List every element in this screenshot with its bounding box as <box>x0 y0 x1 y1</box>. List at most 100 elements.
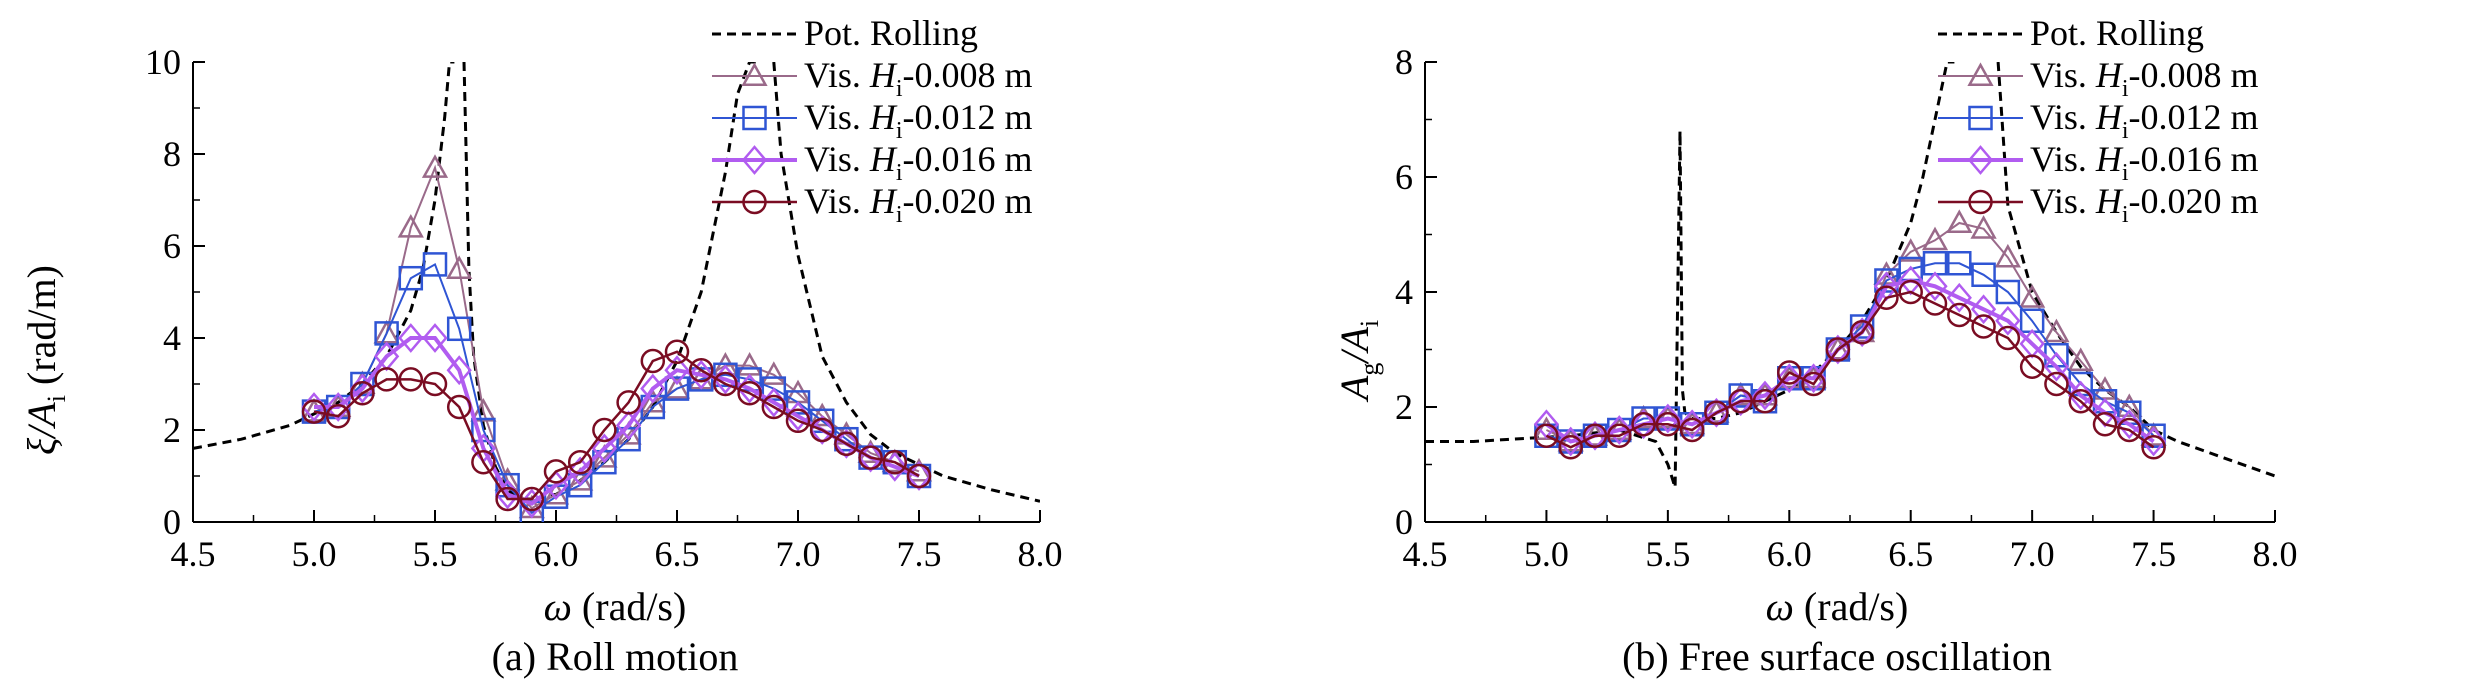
data-point-triangle <box>421 154 449 178</box>
y-axis-title: Ag/Ai <box>1332 320 1384 403</box>
data-point-diamond <box>446 355 472 386</box>
y-tick-label: 4 <box>1395 272 1413 312</box>
data-point-diamond <box>1922 271 1948 302</box>
data-point-square <box>398 265 424 291</box>
data-point-triangle <box>494 467 521 491</box>
data-point-diamond <box>2140 426 2167 457</box>
y-tick-label: 2 <box>163 410 181 450</box>
data-point-diamond <box>1728 386 1754 417</box>
data-point-circle <box>1995 325 2021 351</box>
y-tick-label: 0 <box>1395 502 1413 542</box>
data-point-circle <box>2092 412 2118 437</box>
data-point-circle <box>1898 279 1923 305</box>
y-tick-label: 6 <box>1395 157 1413 197</box>
y-tick-label: 10 <box>145 42 181 82</box>
data-point-circle <box>785 408 811 434</box>
data-point-circle <box>325 403 351 429</box>
data-point-circle <box>688 357 714 383</box>
data-point-circle <box>2141 435 2166 460</box>
data-point-triangle <box>760 361 787 385</box>
data-point-circle <box>713 371 738 397</box>
data-point-diamond <box>1533 409 1560 440</box>
legend-swatch-marker <box>1967 145 1994 175</box>
data-layer <box>1425 62 2275 488</box>
data-point-square <box>1874 268 1899 293</box>
data-point-diamond <box>1995 305 2021 336</box>
panel-roll-motion: 4.5 5.0 5.5 6.0 6.5 7.0 7.5 8.0 0 2 4 6 8 10 ξ/Ai (ra… <box>19 13 1063 679</box>
data-point-circle <box>1971 314 1996 339</box>
legend-label: Vis. Hi-0.008 m <box>2030 55 2259 102</box>
data-point-circle <box>592 417 617 443</box>
x-tick-label: 6.0 <box>534 534 579 574</box>
data-point-diamond <box>1655 403 1681 434</box>
data-point-circle <box>906 463 932 489</box>
data-point-circle <box>1801 371 1826 397</box>
data-point-diamond <box>664 355 690 386</box>
data-point-triangle <box>809 402 836 427</box>
plot-area: 4.5 5.0 5.5 6.0 6.5 7.0 7.5 8.0 0 2 4 6 8 <box>1395 42 2298 574</box>
legend-swatch-marker <box>1967 62 1994 87</box>
data-point-triangle <box>1970 215 1997 239</box>
data-point-circle <box>1534 423 1559 448</box>
data-point-circle <box>2068 389 2093 414</box>
x-tick-label: 6.5 <box>1888 534 1933 574</box>
data-point-circle <box>398 367 424 392</box>
data-point-circle <box>1874 285 1899 310</box>
data-point-square <box>713 362 738 388</box>
panel-free-surface: 4.5 5.0 5.5 6.0 6.5 7.0 7.5 8.0 0 2 4 6 8 Ag/Ai ω (r… <box>1332 13 2298 679</box>
x-tick-label: 5.0 <box>292 534 337 574</box>
data-point-circle <box>2117 417 2142 443</box>
plot-area: 4.5 5.0 5.5 6.0 6.5 7.0 7.5 8.0 0 2 4 6 8 10 <box>145 42 1063 574</box>
data-point-circle <box>1607 423 1632 448</box>
legend-label: Vis. Hi-0.020 m <box>804 181 1033 228</box>
data-point-circle <box>640 348 666 374</box>
data-point-square <box>688 367 714 392</box>
data-point-circle <box>1704 400 1729 425</box>
caption-a: (a) Roll motion <box>492 634 739 679</box>
data-point-triangle <box>397 214 424 238</box>
data-point-circle <box>882 449 908 475</box>
legend-label: Pot. Rolling <box>804 13 978 53</box>
legend-swatch-marker <box>741 62 768 87</box>
caption-b: (b) Free surface oscillation <box>1622 634 2052 679</box>
data-point-diamond <box>1606 415 1632 445</box>
y-tick-label: 4 <box>163 318 181 358</box>
data-point-circle <box>737 380 762 406</box>
data-point-diamond <box>1776 363 1802 394</box>
x-tick-label: 7.5 <box>2131 534 2176 574</box>
data-point-circle <box>495 486 520 512</box>
data-point-triangle <box>1946 209 1973 234</box>
data-point-triangle <box>2067 347 2094 372</box>
data-point-circle <box>1752 389 1778 414</box>
data-point-circle <box>616 390 641 415</box>
data-point-diamond <box>688 359 714 390</box>
data-point-circle <box>2044 371 2069 397</box>
data-layer <box>193 62 1040 522</box>
x-axis-title: ω (rad/s) <box>1766 584 1909 629</box>
data-point-diamond <box>567 456 593 487</box>
data-point-triangle <box>1824 335 1851 360</box>
data-point-circle <box>2019 354 2045 379</box>
legend-label: Vis. Hi-0.016 m <box>2030 139 2259 186</box>
data-point-circle <box>1849 320 1875 345</box>
data-point-square <box>785 390 811 415</box>
data-point-circle <box>664 339 690 365</box>
legend-label: Vis. Hi-0.008 m <box>804 55 1033 102</box>
data-point-circle <box>446 394 472 420</box>
data-point-circle <box>1825 337 1851 362</box>
data-point-square <box>1947 251 1972 276</box>
data-point-square <box>422 252 448 277</box>
data-point-diamond <box>422 323 448 353</box>
data-point-square <box>1631 406 1656 431</box>
data-point-triangle <box>1897 238 1924 262</box>
data-point-circle <box>1558 435 1583 460</box>
data-point-triangle <box>2043 318 2070 343</box>
data-point-triangle <box>2019 284 2046 308</box>
data-point-circle <box>1582 423 1608 448</box>
data-point-circle <box>1777 360 1802 385</box>
data-point-circle <box>809 417 835 443</box>
data-point-diamond <box>615 410 642 441</box>
data-point-circle <box>1947 302 1972 328</box>
data-point-square <box>664 376 690 401</box>
